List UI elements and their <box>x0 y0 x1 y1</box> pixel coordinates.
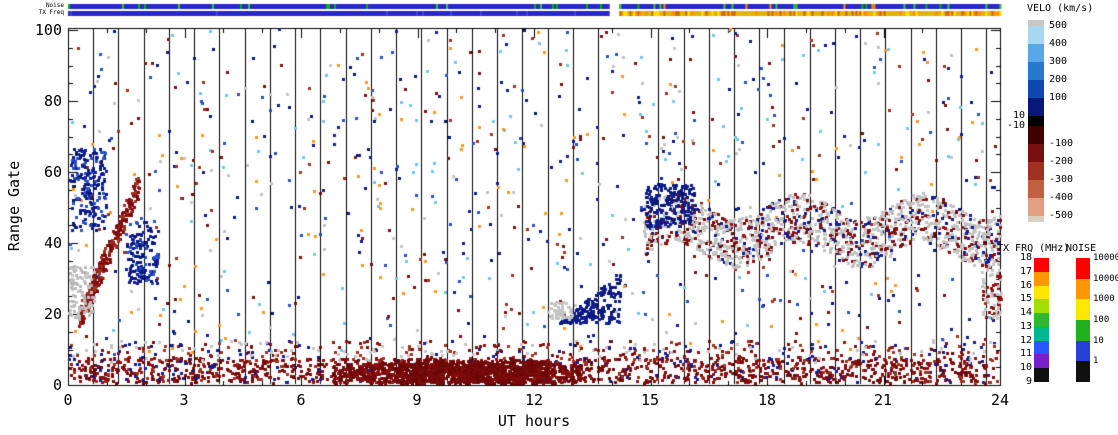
txfrq-scale-label: 16 <box>1019 280 1032 291</box>
txfrq-scale-label: 11 <box>1019 348 1032 359</box>
noise-colorbar-segment <box>1076 299 1090 321</box>
noise-colorbar-title: NOISE <box>1066 243 1097 254</box>
txfrq-colorbar-segment <box>1034 285 1049 300</box>
noise-scale-label: 10000 <box>1093 274 1118 284</box>
velo-scale-label: -100 <box>1049 138 1074 149</box>
velo-scale-label: -200 <box>1049 156 1074 167</box>
noise-colorbar-segment <box>1076 258 1090 279</box>
velo-colorbar-segment <box>1028 180 1044 198</box>
velo-colorbar-title: VELO (km/s) <box>1027 3 1094 14</box>
txfreq-strip-label: TX Freq <box>38 9 64 16</box>
velo-colorbar-segment <box>1028 62 1044 80</box>
velo-scale-label: 300 <box>1049 56 1068 67</box>
velo-scale-label: 10 <box>1012 110 1025 121</box>
txfrq-colorbar-segment <box>1034 326 1049 341</box>
y-tick-label: 100 <box>34 21 62 39</box>
x-tick-label: 0 <box>63 391 73 409</box>
velo-colorbar-segment <box>1028 216 1044 222</box>
noise-scale-label: 1 <box>1093 356 1099 366</box>
txfrq-colorbar <box>1034 258 1049 383</box>
velo-scale-label: -500 <box>1049 210 1074 221</box>
x-tick-label: 3 <box>179 391 189 409</box>
x-tick-label: 12 <box>524 391 544 409</box>
y-axis-title: Range Gate <box>5 160 23 252</box>
txfrq-colorbar-segment <box>1034 368 1049 383</box>
x-tick-label: 18 <box>757 391 777 409</box>
velo-colorbar <box>1028 20 1044 222</box>
velo-colorbar-segment <box>1028 20 1044 26</box>
noise-colorbar-segment <box>1076 278 1090 300</box>
y-tick-label: 80 <box>43 92 62 110</box>
velo-colorbar-segment <box>1028 98 1044 116</box>
x-tick-label: 21 <box>873 391 893 409</box>
x-tick-label: 15 <box>640 391 660 409</box>
txfrq-scale-label: 17 <box>1019 266 1032 277</box>
txfrq-scale-label: 18 <box>1019 252 1032 263</box>
y-tick-label: 40 <box>43 234 62 252</box>
velo-colorbar-segment <box>1028 126 1044 144</box>
x-tick-label: 6 <box>296 391 306 409</box>
txfrq-colorbar-segment <box>1034 258 1049 272</box>
y-tick-label: 60 <box>43 163 62 181</box>
txfrq-colorbar-segment <box>1034 340 1049 355</box>
velo-colorbar-segment <box>1028 44 1044 62</box>
y-tick-label: 0 <box>52 376 62 394</box>
txfrq-scale-label: 9 <box>1025 376 1032 387</box>
velo-scale-label: -300 <box>1049 174 1074 185</box>
noise-colorbar-segment <box>1076 340 1090 362</box>
noise-scale-label: 100 <box>1093 315 1110 325</box>
velo-colorbar-segment <box>1028 80 1044 98</box>
x-tick-label: 24 <box>990 391 1010 409</box>
noise-strip-label: Noise <box>45 2 64 9</box>
txfrq-colorbar-segment <box>1034 271 1049 286</box>
velo-scale-label: 400 <box>1049 38 1068 49</box>
velo-colorbar-segment <box>1028 162 1044 180</box>
velo-colorbar-segment <box>1028 26 1044 44</box>
velo-scale-label: 500 <box>1049 20 1068 31</box>
txfrq-colorbar-segment <box>1034 313 1049 327</box>
noise-colorbar-segment <box>1076 361 1090 383</box>
txfrq-colorbar-title: TX FRQ (MHz) <box>997 243 1070 254</box>
noise-scale-label: 100000 <box>1093 253 1118 263</box>
txfrq-scale-label: 10 <box>1019 362 1032 373</box>
velo-scale-label: -10 <box>1006 120 1025 131</box>
noise-colorbar <box>1076 258 1090 383</box>
x-axis-title: UT hours <box>497 412 571 430</box>
velo-colorbar-segment <box>1028 116 1044 126</box>
velo-colorbar-segment <box>1028 144 1044 162</box>
txfrq-scale-label: 14 <box>1019 307 1032 318</box>
y-tick-label: 20 <box>43 305 62 323</box>
noise-scale-label: 10 <box>1093 336 1104 346</box>
txfrq-scale-label: 13 <box>1019 321 1032 332</box>
noise-scale-label: 1000 <box>1093 294 1115 304</box>
velo-scale-label: 200 <box>1049 74 1068 85</box>
txfrq-scale-label: 12 <box>1019 335 1032 346</box>
x-tick-label: 9 <box>412 391 422 409</box>
velo-scale-label: 100 <box>1049 92 1068 103</box>
velo-colorbar-segment <box>1028 198 1044 216</box>
txfrq-colorbar-segment <box>1034 354 1049 369</box>
txfrq-colorbar-segment <box>1034 299 1049 314</box>
velo-scale-label: -400 <box>1049 192 1074 203</box>
txfrq-scale-label: 15 <box>1019 293 1032 304</box>
noise-colorbar-segment <box>1076 320 1090 341</box>
